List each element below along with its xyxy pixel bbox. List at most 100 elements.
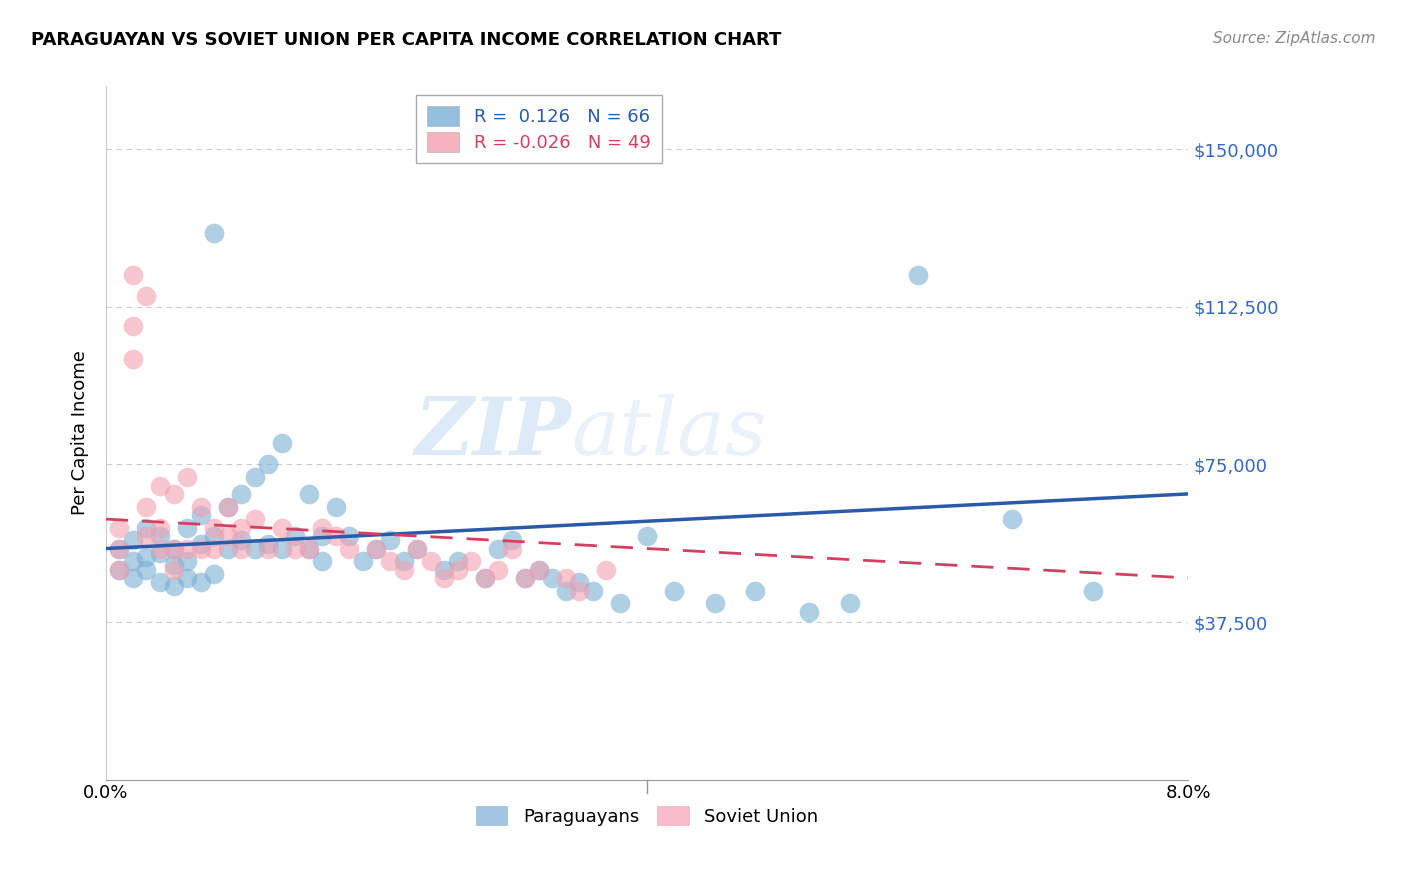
Point — [515, 571, 537, 585]
Point — [176, 520, 198, 534]
Point — [162, 541, 184, 556]
Point — [366, 541, 388, 556]
Point — [149, 575, 172, 590]
Point — [231, 541, 253, 556]
Point — [108, 562, 131, 576]
Point — [149, 546, 172, 560]
Point — [135, 520, 157, 534]
Point — [636, 529, 658, 543]
Point — [202, 227, 225, 241]
Point — [217, 541, 239, 556]
Point — [446, 562, 468, 576]
Point — [406, 541, 429, 556]
Text: atlas: atlas — [571, 394, 766, 472]
Point — [527, 562, 550, 576]
Point — [202, 566, 225, 581]
Point — [311, 520, 333, 534]
Point — [135, 529, 157, 543]
Point — [270, 541, 292, 556]
Point — [433, 571, 456, 585]
Point — [582, 583, 605, 598]
Point — [162, 562, 184, 576]
Point — [339, 541, 361, 556]
Point — [176, 571, 198, 585]
Point — [311, 554, 333, 568]
Point — [1083, 583, 1105, 598]
Point — [799, 605, 821, 619]
Point — [257, 537, 280, 551]
Point — [486, 562, 509, 576]
Point — [541, 571, 564, 585]
Legend: Paraguayans, Soviet Union: Paraguayans, Soviet Union — [468, 798, 825, 833]
Point — [190, 500, 212, 514]
Point — [122, 268, 145, 283]
Point — [474, 571, 496, 585]
Point — [501, 533, 523, 548]
Point — [202, 541, 225, 556]
Point — [190, 537, 212, 551]
Text: PARAGUAYAN VS SOVIET UNION PER CAPITA INCOME CORRELATION CHART: PARAGUAYAN VS SOVIET UNION PER CAPITA IN… — [31, 31, 782, 49]
Point — [595, 562, 617, 576]
Point — [122, 554, 145, 568]
Point — [162, 558, 184, 573]
Point — [176, 541, 198, 556]
Point — [527, 562, 550, 576]
Point — [325, 500, 347, 514]
Point — [243, 541, 266, 556]
Point — [135, 549, 157, 564]
Point — [149, 520, 172, 534]
Point — [122, 352, 145, 367]
Point — [515, 571, 537, 585]
Point — [419, 554, 441, 568]
Point — [298, 487, 321, 501]
Point — [162, 541, 184, 556]
Point — [135, 289, 157, 303]
Point — [162, 579, 184, 593]
Point — [474, 571, 496, 585]
Point — [108, 541, 131, 556]
Point — [366, 541, 388, 556]
Point — [108, 562, 131, 576]
Point — [460, 554, 482, 568]
Point — [108, 520, 131, 534]
Point — [568, 575, 591, 590]
Point — [568, 583, 591, 598]
Point — [486, 541, 509, 556]
Point — [202, 529, 225, 543]
Point — [839, 596, 862, 610]
Point — [311, 529, 333, 543]
Point — [231, 487, 253, 501]
Point — [703, 596, 725, 610]
Point — [392, 554, 415, 568]
Point — [122, 318, 145, 333]
Point — [176, 554, 198, 568]
Point — [135, 562, 157, 576]
Point — [217, 500, 239, 514]
Point — [231, 520, 253, 534]
Point — [325, 529, 347, 543]
Point — [135, 500, 157, 514]
Point — [217, 529, 239, 543]
Y-axis label: Per Capita Income: Per Capita Income — [72, 351, 89, 516]
Point — [298, 541, 321, 556]
Point — [243, 512, 266, 526]
Point — [284, 541, 307, 556]
Point — [744, 583, 766, 598]
Point — [406, 541, 429, 556]
Point — [202, 520, 225, 534]
Point — [270, 520, 292, 534]
Point — [1001, 512, 1024, 526]
Point — [257, 541, 280, 556]
Point — [149, 478, 172, 492]
Point — [339, 529, 361, 543]
Point — [149, 541, 172, 556]
Point — [162, 487, 184, 501]
Point — [554, 571, 576, 585]
Point — [433, 562, 456, 576]
Point — [609, 596, 631, 610]
Point — [270, 436, 292, 450]
Point — [662, 583, 685, 598]
Point — [190, 541, 212, 556]
Point — [554, 583, 576, 598]
Point — [231, 533, 253, 548]
